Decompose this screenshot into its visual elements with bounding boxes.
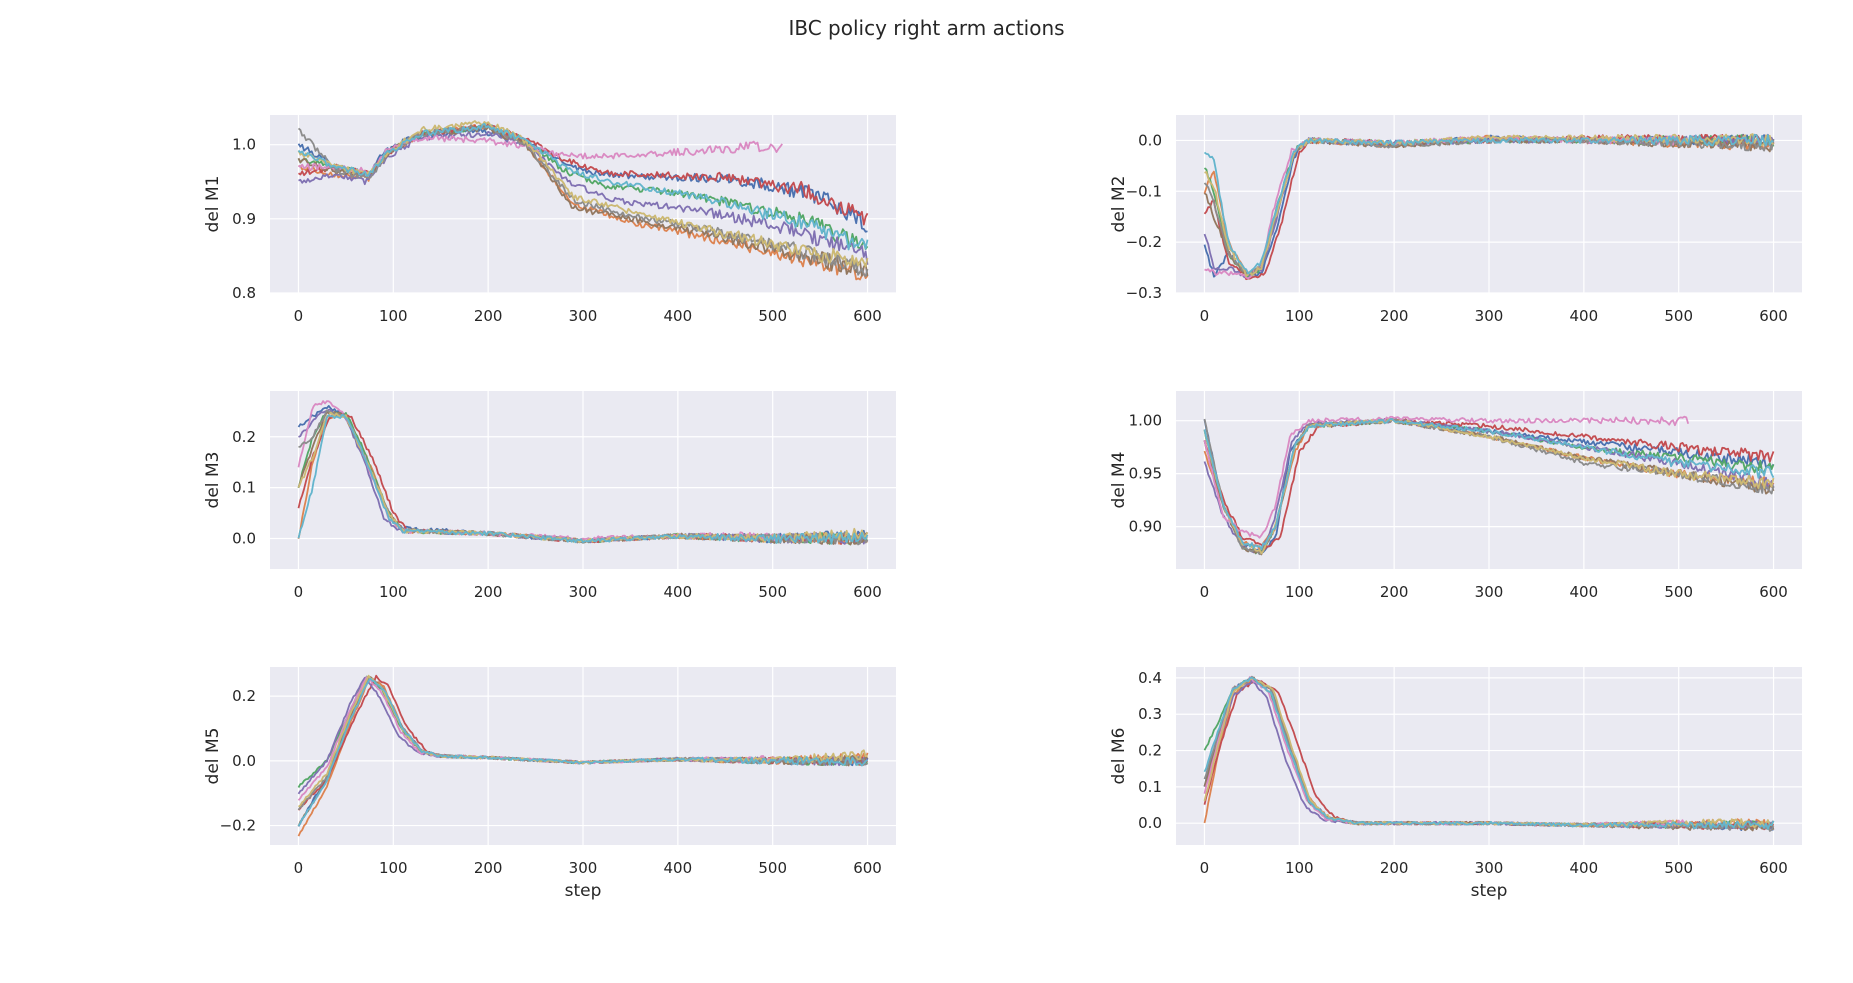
y-tick-label: 0.3 [1138, 705, 1162, 723]
x-tick-label: 0 [1200, 583, 1210, 601]
x-tick-label: 0 [294, 583, 304, 601]
subplot-2: 0 100 200 300 400 500 600 −0.3 −0.2 −0.1 0.0 del M2 [1109, 115, 1802, 325]
x-tick-label: 200 [474, 583, 503, 601]
x-tick-label: 400 [1570, 583, 1599, 601]
x-tick-label: 100 [379, 307, 408, 325]
x-tick-label: 100 [1285, 859, 1314, 877]
x-tick-label: 400 [1570, 859, 1599, 877]
y-axis-label: del M5 [203, 728, 223, 785]
x-tick-label: 600 [853, 307, 882, 325]
y-axis-label: del M1 [203, 176, 223, 233]
x-tick-label: 600 [1759, 307, 1788, 325]
x-tick-label: 300 [569, 583, 598, 601]
x-tick-label: 600 [853, 583, 882, 601]
x-axis-label: step [565, 881, 602, 901]
x-tick-label: 500 [1664, 583, 1693, 601]
x-tick-label: 0 [294, 307, 304, 325]
x-tick-label: 100 [1285, 307, 1314, 325]
x-tick-label: 200 [474, 307, 503, 325]
y-tick-label: 0.2 [232, 428, 256, 446]
y-axis-label: del M6 [1109, 728, 1129, 785]
x-tick-label: 200 [1380, 859, 1409, 877]
x-tick-label: 0 [294, 859, 304, 877]
x-tick-label: 600 [1759, 583, 1788, 601]
series-line-10 [1203, 418, 1775, 551]
series-line-10 [297, 122, 869, 251]
y-tick-label: 0.8 [232, 284, 256, 302]
x-tick-label: 400 [664, 583, 693, 601]
y-tick-label: 0.4 [1138, 669, 1162, 687]
y-tick-label: −0.1 [1126, 182, 1162, 200]
subplot-6: 0 100 200 300 400 500 600 0.0 0.1 0.2 0.3 0.4 del M6… [1109, 667, 1802, 901]
x-tick-label: 200 [1380, 307, 1409, 325]
x-tick-label: 300 [1475, 307, 1504, 325]
x-tick-label: 600 [853, 859, 882, 877]
y-tick-label: 1.00 [1129, 412, 1162, 430]
y-tick-label: 0.95 [1129, 465, 1162, 483]
x-tick-label: 100 [379, 583, 408, 601]
x-tick-label: 300 [1475, 583, 1504, 601]
x-tick-label: 0 [1200, 859, 1210, 877]
y-tick-label: 1.0 [232, 136, 256, 154]
x-tick-label: 500 [758, 583, 787, 601]
y-tick-label: 0.0 [232, 529, 256, 547]
x-axis-label: step [1471, 881, 1508, 901]
series-line-9 [297, 411, 869, 544]
y-tick-label: −0.3 [1126, 284, 1162, 302]
y-axis-label: del M4 [1109, 452, 1129, 509]
x-tick-label: 600 [1759, 859, 1788, 877]
subplot-5: 0 100 200 300 400 500 600 −0.2 0.0 0.2 del M5 step [203, 667, 896, 901]
x-tick-label: 500 [758, 859, 787, 877]
y-tick-label: −0.2 [1126, 233, 1162, 251]
x-tick-label: 300 [569, 307, 598, 325]
subplot-3: 0 100 200 300 400 500 600 0.0 0.1 0.2 del M3 [203, 391, 896, 601]
x-tick-label: 300 [569, 859, 598, 877]
y-tick-label: 0.0 [1138, 814, 1162, 832]
series-line-10 [1203, 676, 1775, 830]
x-tick-label: 400 [664, 307, 693, 325]
y-tick-label: −0.2 [220, 817, 256, 835]
y-axis-label: del M2 [1109, 176, 1129, 233]
x-tick-label: 400 [1570, 307, 1599, 325]
x-tick-label: 200 [474, 859, 503, 877]
y-tick-label: 0.0 [1138, 131, 1162, 149]
x-tick-label: 100 [1285, 583, 1314, 601]
y-tick-label: 0.90 [1129, 518, 1162, 536]
x-tick-label: 100 [379, 859, 408, 877]
y-tick-label: 0.1 [1138, 778, 1162, 796]
y-tick-label: 0.1 [232, 479, 256, 497]
x-tick-label: 500 [1664, 307, 1693, 325]
series-line-5 [298, 130, 869, 265]
x-tick-label: 200 [1380, 583, 1409, 601]
series-line-4 [1203, 418, 1775, 550]
y-tick-label: 0.2 [232, 687, 256, 705]
subplot-1: 0 100 200 300 400 500 600 0.8 0.9 1.0 del M1 [203, 115, 896, 325]
y-tick-label: 0.0 [232, 752, 256, 770]
y-tick-label: 0.2 [1138, 742, 1162, 760]
series-line-10 [297, 413, 869, 545]
y-tick-label: 0.9 [232, 210, 256, 228]
series-line-7 [1203, 415, 1690, 539]
y-axis-label: del M3 [203, 452, 223, 509]
x-tick-label: 400 [664, 859, 693, 877]
subplot-4: 0 100 200 300 400 500 600 0.90 0.95 1.00 del M4 [1109, 391, 1802, 601]
x-tick-label: 300 [1475, 859, 1504, 877]
x-tick-label: 500 [758, 307, 787, 325]
x-tick-label: 0 [1200, 307, 1210, 325]
figure-title: IBC policy right arm actions [788, 16, 1065, 40]
series-line-10 [1203, 133, 1774, 275]
x-tick-label: 500 [1664, 859, 1693, 877]
series-line-10 [297, 677, 868, 827]
